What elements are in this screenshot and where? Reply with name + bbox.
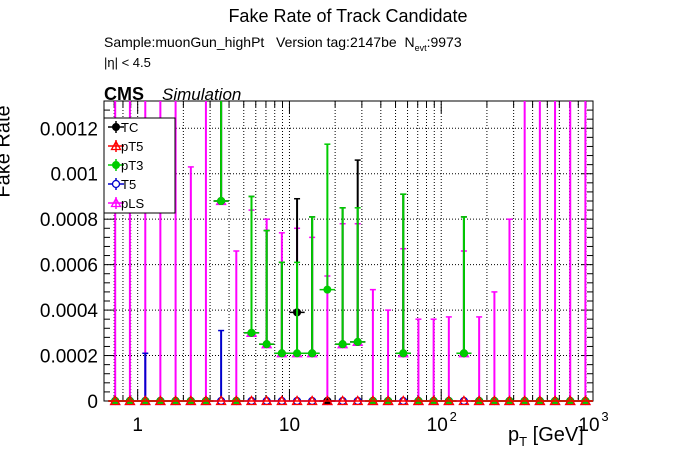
data-point <box>337 395 349 406</box>
data-point <box>338 340 347 349</box>
legend-marker <box>110 140 122 151</box>
data-point <box>217 197 226 205</box>
y-tick-label: 0.0012 <box>40 119 98 140</box>
x-axis-label-unit: [GeV] <box>527 424 584 446</box>
chart-title: Fake Rate of Track Candidate <box>228 6 468 26</box>
legend-label: pLS <box>121 196 144 211</box>
simulation-label: Simulation <box>162 85 242 104</box>
data-point <box>109 395 121 406</box>
data-point <box>443 395 455 406</box>
x-tick-label: 10 <box>427 415 448 436</box>
data-point <box>321 395 333 406</box>
data-point <box>245 395 258 406</box>
data-point <box>291 395 303 406</box>
sample-info-line: Sample:muonGun_highPt Version tag:2147be… <box>104 34 462 53</box>
legend-marker <box>112 161 120 169</box>
data-point <box>397 395 409 406</box>
data-point <box>308 349 317 358</box>
data-point <box>352 395 364 406</box>
data-point <box>139 395 151 406</box>
data-point <box>276 395 288 406</box>
legend-marker <box>112 123 120 131</box>
data-point <box>293 349 302 358</box>
y-tick-label: 0.0008 <box>40 210 98 231</box>
data-point <box>124 395 136 406</box>
y-tick-label: 0.0004 <box>40 301 99 322</box>
nevt-value: :9973 <box>426 34 462 50</box>
y-tick-label: 0.0006 <box>40 256 98 277</box>
data-point <box>200 395 212 406</box>
data-point <box>458 395 470 406</box>
x-axis-label-sub: T <box>519 434 528 449</box>
x-tick-exponent: 2 <box>450 409 457 424</box>
data-point <box>399 349 408 358</box>
x-tick-label: 1 <box>132 415 143 436</box>
y-tick-label: 0 <box>87 392 98 413</box>
legend-label: T5 <box>121 177 136 192</box>
eta-cut-label: |η| < 4.5 <box>104 55 151 70</box>
series-T5 <box>108 329 593 402</box>
nevt-sub: evt <box>414 42 427 53</box>
y-tick-label: 0.0002 <box>40 347 98 368</box>
data-point <box>382 395 394 406</box>
legend-marker <box>111 179 121 189</box>
legend-label: TC <box>121 120 138 135</box>
data-point <box>534 395 546 406</box>
data-point <box>185 395 197 406</box>
data-point <box>579 395 592 406</box>
data-point <box>488 395 501 406</box>
data-point <box>459 349 468 358</box>
data-point <box>323 285 332 294</box>
data-point <box>261 395 273 406</box>
data-point <box>230 395 242 406</box>
x-axis-label-main: p <box>508 424 520 446</box>
version-tag: 2147be <box>349 34 397 50</box>
sample-prefix: Sample: <box>104 34 156 50</box>
data-point <box>367 395 379 406</box>
cms-label: CMS <box>104 84 144 104</box>
version-prefix: Version tag: <box>276 34 350 50</box>
data-point <box>503 395 516 406</box>
legend-label: pT3 <box>121 158 143 173</box>
data-point <box>353 337 362 346</box>
x-tick-label: 10 <box>578 415 599 436</box>
data-point <box>564 395 576 406</box>
data-point <box>154 395 166 406</box>
sample-name: muonGun_highPt <box>155 34 265 50</box>
data-point <box>519 395 531 406</box>
data-point <box>247 328 256 337</box>
y-tick-label: 0.001 <box>50 165 98 186</box>
data-point <box>262 340 271 349</box>
legend-marker <box>110 197 122 208</box>
data-point <box>215 395 227 406</box>
nevt-label: N <box>404 34 415 50</box>
plot-frame <box>103 100 594 402</box>
x-axis-label: pT [GeV] <box>508 424 584 449</box>
data-point <box>412 395 425 406</box>
x-tick-label: 10 <box>279 415 300 436</box>
legend-label: pT5 <box>121 139 143 154</box>
data-point <box>306 395 318 406</box>
data-point <box>428 395 440 406</box>
data-point <box>473 395 485 406</box>
x-tick-exponent: 3 <box>601 409 608 424</box>
data-point <box>169 395 182 406</box>
data-point <box>277 349 286 358</box>
data-point <box>549 395 561 406</box>
